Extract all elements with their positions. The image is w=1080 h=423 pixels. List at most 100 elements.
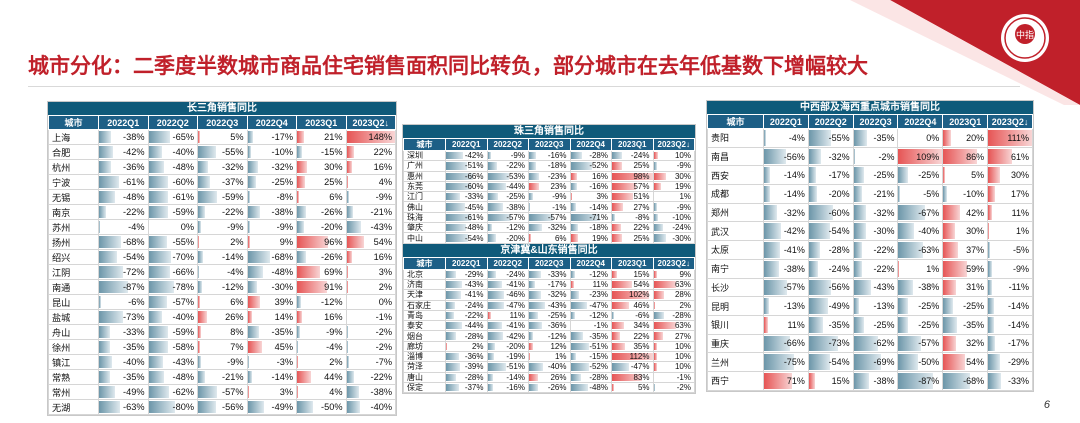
yoy-value: -2% — [878, 151, 895, 162]
negative-bar — [198, 251, 203, 263]
yoy-cell: 22% — [345, 144, 396, 160]
yoy-cell: -25% — [897, 314, 944, 335]
column-header-2022q4: 2022Q4 — [246, 115, 297, 130]
negative-bar — [809, 186, 817, 202]
yoy-value: 98% — [633, 171, 650, 181]
negative-bar — [854, 260, 863, 277]
yoy-cell: -62% — [147, 384, 198, 400]
yoy-value: 14% — [274, 312, 293, 322]
yoy-cell: 11% — [486, 309, 529, 322]
yoy-value: -14% — [222, 252, 244, 262]
yoy-cell: -9% — [652, 201, 695, 213]
yoy-cell: -32% — [807, 146, 854, 167]
yoy-cell: 1% — [528, 351, 571, 363]
yoy-cell: 5% — [197, 129, 248, 145]
yoy-value: -25% — [918, 319, 940, 330]
yoy-cell: -42% — [98, 144, 149, 160]
yoy-cell: -36% — [445, 351, 488, 363]
negative-bar — [764, 223, 781, 240]
yoy-value: -47% — [506, 300, 525, 310]
yoy-value: -43% — [172, 357, 194, 367]
yoy-cell: -35% — [98, 339, 149, 355]
yoy-value: -10% — [963, 188, 985, 199]
yoy-cell: -30% — [852, 221, 899, 242]
yoy-cell: -5% — [897, 184, 944, 204]
yoy-value: -22% — [464, 311, 484, 320]
yoy-cell: 26% — [528, 371, 571, 383]
yoy-value: 86% — [966, 151, 985, 162]
negative-bar — [809, 242, 820, 258]
negative-bar — [487, 224, 493, 232]
positive-bar — [612, 301, 629, 309]
yoy-value: -33% — [464, 192, 484, 202]
yoy-value: 57% — [633, 182, 650, 192]
yoy-cell: 2% — [652, 299, 695, 311]
negative-bar — [148, 191, 169, 203]
yoy-value: -17% — [547, 280, 567, 290]
negative-bar — [487, 234, 496, 242]
yoy-cell: 21% — [296, 129, 347, 145]
yoy-value: -16% — [506, 383, 525, 393]
column-header-2022q1: 2022Q1 — [98, 115, 149, 130]
table-row: 上海 -38% -65% 5% -17% 21% 148% — [48, 129, 396, 145]
city-name: 南宁 — [707, 258, 764, 279]
yoy-cell: -62% — [852, 333, 899, 354]
yoy-cell: -37% — [445, 381, 488, 394]
yoy-value: -25% — [873, 319, 895, 330]
yoy-value: -4% — [128, 222, 145, 232]
yoy-value: -57% — [222, 387, 244, 397]
city-name: 珠海 — [403, 211, 446, 224]
yoy-value: -59% — [222, 192, 244, 202]
yoy-cell: 69% — [296, 264, 347, 280]
yoy-cell: -24% — [611, 149, 654, 162]
negative-bar — [99, 161, 111, 173]
yoy-value: -87% — [123, 282, 145, 292]
yoy-value: -16% — [547, 151, 567, 161]
yoy-cell: 1% — [897, 258, 944, 279]
negative-bar — [99, 221, 101, 233]
positive-bar — [612, 291, 649, 299]
positive-bar — [653, 301, 655, 309]
negative-bar — [898, 316, 909, 333]
yoy-cell: 30% — [296, 159, 347, 175]
yoy-value: -59% — [172, 207, 194, 217]
yoy-value: -41% — [464, 290, 484, 300]
yoy-value: -4% — [326, 342, 343, 352]
yoy-value: -24% — [506, 269, 525, 279]
positive-bar — [943, 148, 978, 165]
table-row: 盐城 -73% -40% 26% 14% 16% -1% — [48, 309, 396, 325]
yoy-value: -68% — [271, 252, 293, 262]
yoy-value: -14% — [271, 372, 293, 382]
yoy-cell: -47% — [611, 361, 654, 373]
negative-bar — [898, 335, 921, 352]
positive-bar — [988, 130, 1032, 146]
yoy-value: -48% — [172, 372, 194, 382]
table-row: 合肥 -42% -40% -55% -10% -15% 22% — [48, 144, 396, 160]
yoy-cell: -52% — [569, 160, 612, 172]
yoy-value: -61% — [123, 177, 145, 187]
yoy-value: 27% — [633, 202, 650, 212]
negative-bar — [854, 335, 879, 352]
positive-bar — [297, 356, 298, 368]
yoy-value: -7% — [375, 357, 392, 367]
negative-bar — [247, 146, 251, 158]
yoy-cell: 26% — [197, 309, 248, 325]
negative-bar — [297, 206, 306, 218]
yoy-value: -47% — [589, 300, 608, 310]
yoy-cell: -42% — [486, 330, 529, 342]
negative-bar — [487, 383, 494, 392]
yoy-cell: 22% — [611, 330, 654, 342]
yoy-value: 23% — [550, 182, 567, 192]
yoy-cell: 16% — [296, 309, 347, 325]
negative-bar — [346, 341, 348, 353]
positive-bar — [653, 363, 658, 371]
positive-bar — [612, 224, 622, 232]
yoy-cell: -12% — [486, 222, 529, 234]
yoy-value: -21% — [370, 207, 392, 217]
yoy-value: -12% — [589, 311, 608, 320]
yoy-value: -14% — [783, 170, 805, 181]
yoy-value: -66% — [172, 267, 194, 277]
yoy-value: 2% — [378, 282, 392, 292]
yoy-cell: 1% — [987, 221, 1033, 242]
yoy-value: 59% — [966, 263, 985, 274]
